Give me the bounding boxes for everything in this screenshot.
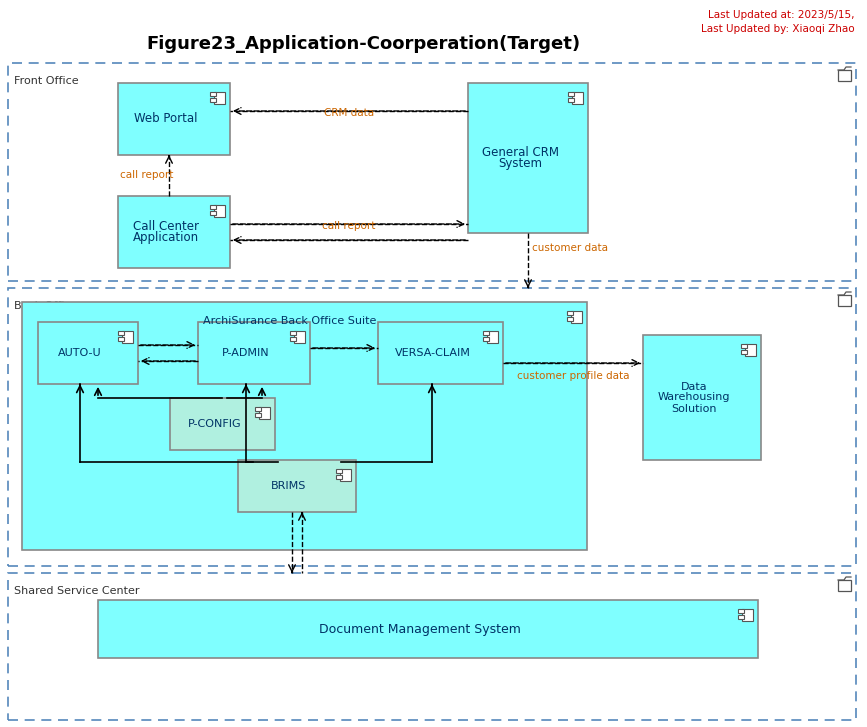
Bar [210,98,216,102]
Bar [290,337,296,341]
Bar [118,331,124,335]
Bar [741,344,747,348]
Text: call report: call report [323,221,375,231]
Bar [22,302,587,550]
Text: Call Center: Call Center [133,220,199,233]
Bar [98,600,758,658]
Text: Last Updated at: 2023/5/15,
Last Updated by: Xiaoqi Zhao: Last Updated at: 2023/5/15, Last Updated… [701,10,855,34]
Bar [568,98,574,102]
Text: customer profile data: customer profile data [517,371,629,381]
Bar [567,317,573,321]
Text: P-CONFIG: P-CONFIG [187,419,241,429]
Bar [571,311,582,323]
Bar [118,196,230,268]
Bar [255,413,261,417]
Text: ArchiSurance Back Office Suite: ArchiSurance Back Office Suite [203,316,376,326]
Text: System: System [498,157,542,170]
Text: Shared Service Center: Shared Service Center [14,586,140,596]
Bar [290,331,296,335]
Bar [468,83,588,233]
Text: VERSA-CLAIM: VERSA-CLAIM [394,348,471,358]
Bar [118,83,230,155]
Bar [8,63,856,281]
Bar [238,460,356,512]
Bar [487,331,498,343]
Bar [8,573,856,720]
Text: Figure23_Application-Coorperation(Target): Figure23_Application-Coorperation(Target… [147,35,581,53]
Text: General CRM: General CRM [481,146,558,159]
Bar [378,322,503,384]
Text: Solution: Solution [671,403,717,414]
Text: Web Portal: Web Portal [134,113,198,126]
Bar [170,398,275,450]
Text: call report: call report [120,171,173,180]
Bar [483,337,489,341]
Bar [568,92,574,96]
Text: Back Office: Back Office [14,301,77,311]
Bar [483,331,489,335]
Bar [198,322,310,384]
Bar [210,92,216,96]
Bar [255,407,261,411]
Text: Data: Data [681,382,707,392]
Bar [214,205,225,217]
Text: Front Office: Front Office [14,76,79,86]
Bar [340,469,351,481]
Bar [214,92,225,104]
Text: Application: Application [133,231,199,244]
Bar [336,475,342,479]
Bar [8,288,856,566]
Bar [838,70,851,81]
Bar [738,615,744,619]
Text: customer data: customer data [532,243,608,253]
Text: P-ADMIN: P-ADMIN [222,348,270,358]
Bar [741,350,747,354]
Bar [38,322,138,384]
Bar [643,335,761,460]
Bar [738,609,744,613]
Text: AUTO-U: AUTO-U [58,348,101,358]
Bar [259,407,270,419]
Bar [838,295,851,306]
Bar [745,344,756,356]
Bar [567,311,573,315]
Text: Warehousing: Warehousing [658,393,730,403]
Bar [122,331,133,343]
Bar [210,211,216,215]
Bar [294,331,305,343]
Text: CRM data: CRM data [324,108,374,118]
Bar [118,337,124,341]
Text: BRIMS: BRIMS [271,481,307,491]
Bar [572,92,583,104]
Bar [742,609,753,621]
Bar [336,469,342,473]
Text: Document Management System: Document Management System [319,622,521,635]
Bar [838,580,851,591]
Bar [210,205,216,209]
